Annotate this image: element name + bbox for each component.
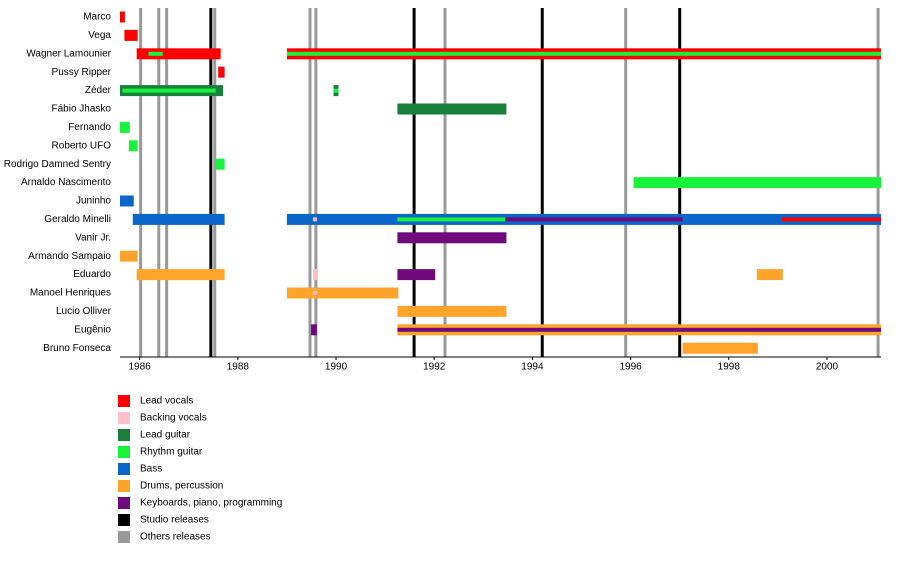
tenure-bar	[312, 269, 317, 281]
legend-label: Rhythm guitar	[140, 447, 203, 458]
legend-swatch	[118, 514, 130, 526]
tenure-bar	[132, 213, 225, 225]
member-name: Roberto UFO	[52, 140, 112, 151]
tenure-bar	[781, 217, 881, 222]
tenure-bar	[120, 11, 125, 23]
x-tick-label: 1994	[521, 362, 544, 373]
tenure-bar	[218, 66, 225, 78]
tenure-bar	[148, 51, 163, 56]
member-name: Fernando	[68, 122, 111, 133]
member-name: Pussy Ripper	[52, 67, 112, 78]
tenure-bar	[682, 342, 758, 354]
legend-label: Keyboards, piano, programming	[140, 498, 282, 509]
legend-label: Bass	[140, 464, 162, 475]
legend-label: Drums, percussion	[140, 481, 223, 492]
member-name: Marco	[83, 12, 111, 23]
tenure-bar	[505, 217, 683, 222]
legend-swatch	[118, 446, 130, 458]
legend-swatch	[118, 412, 130, 424]
x-tick-label: 1986	[129, 362, 152, 373]
tenure-bar	[128, 140, 138, 152]
tenure-bar	[397, 269, 436, 281]
tenure-bar	[286, 51, 881, 56]
member-name: Arnaldo Nascimento	[21, 177, 111, 188]
member-name: Juninho	[76, 196, 111, 207]
tenure-bar	[120, 250, 138, 262]
member-name: Armando Sampaio	[28, 251, 111, 262]
member-name: Bruno Fonseca	[43, 343, 111, 354]
legend-label: Others releases	[140, 532, 211, 543]
member-name: Geraldo Minelli	[44, 214, 111, 225]
member-name: Manoel Henriques	[30, 288, 111, 299]
legend-label: Backing vocals	[140, 413, 207, 424]
tenure-bar	[333, 88, 339, 93]
tenure-bar	[136, 269, 225, 281]
member-name: Rodrigo Damned Sentry	[4, 159, 111, 170]
member-name: Vega	[88, 30, 111, 41]
x-tick-label: 2000	[816, 362, 839, 373]
tenure-bar	[310, 324, 317, 336]
tenure-bar	[120, 195, 134, 207]
x-tick-label: 1998	[718, 362, 741, 373]
tenure-bar	[122, 88, 216, 93]
tenure-bar	[397, 217, 506, 222]
legend-label: Lead vocals	[140, 396, 193, 407]
x-tick-label: 1988	[227, 362, 250, 373]
tenure-bar	[397, 305, 507, 317]
tenure-bar	[136, 48, 221, 60]
legend-label: Lead guitar	[140, 430, 191, 441]
legend-swatch	[118, 480, 130, 492]
member-name: Zéder	[85, 85, 112, 96]
legend-swatch	[118, 463, 130, 475]
legend-label: Studio releases	[140, 515, 209, 526]
tenure-bar	[756, 269, 783, 281]
tenure-bar	[397, 327, 881, 332]
tenure-bar	[633, 177, 881, 189]
member-name: Wagner Lamounier	[26, 48, 111, 59]
member-name: Eugênio	[74, 324, 111, 335]
tenure-bar	[124, 29, 138, 41]
tenure-bar	[215, 158, 225, 170]
legend-swatch	[118, 395, 130, 407]
x-tick-label: 1992	[423, 362, 446, 373]
tenure-bar	[312, 291, 317, 295]
legend-swatch	[118, 497, 130, 509]
member-name: Eduardo	[73, 269, 111, 280]
tenure-bar	[286, 287, 399, 299]
tenure-bar	[120, 121, 130, 133]
legend-swatch	[118, 531, 130, 543]
x-tick-label: 1996	[619, 362, 642, 373]
legend-swatch	[118, 429, 130, 441]
member-name: Fábio Jhasko	[52, 104, 112, 115]
member-name: Lucio Olliver	[56, 306, 112, 317]
tenure-bar	[312, 217, 317, 222]
member-name: Vanir Jr.	[75, 232, 111, 243]
x-tick-label: 1990	[325, 362, 348, 373]
tenure-bar	[397, 232, 507, 244]
tenure-bar	[397, 103, 507, 115]
